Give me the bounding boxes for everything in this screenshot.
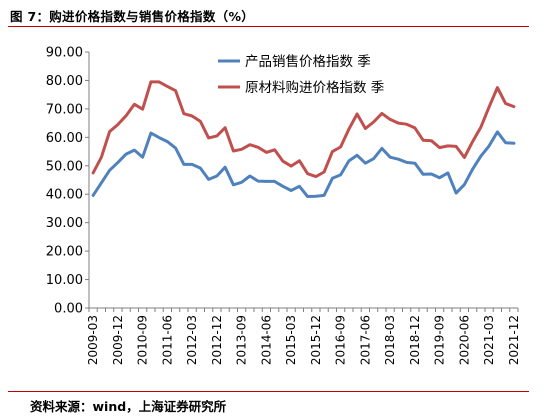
x-tick-label: 2019-09 xyxy=(433,315,447,365)
x-tick-label: 2015-03 xyxy=(284,315,298,365)
chart-series xyxy=(91,80,516,198)
title-rule xyxy=(8,26,529,27)
x-tick-label: 2012-03 xyxy=(185,315,199,365)
y-tick-label: 70.00 xyxy=(46,102,83,117)
series-line-2 xyxy=(91,80,516,179)
x-tick-label: 2021-03 xyxy=(482,315,496,365)
y-tick-label: 50.00 xyxy=(46,159,83,174)
y-tick-label: 80.00 xyxy=(46,74,83,89)
x-tick-label: 2010-09 xyxy=(136,315,150,365)
x-tick-label: 2021-12 xyxy=(507,315,521,365)
x-tick-label: 2016-09 xyxy=(334,315,348,365)
x-tick-label: 2015-12 xyxy=(309,315,323,365)
y-tick-label: 40.00 xyxy=(46,188,83,203)
x-tick-label: 2017-06 xyxy=(358,315,372,365)
x-axis-ticks: 2009-03 2009-12 2010-09 2011-06 2012-03 2012-… xyxy=(86,308,521,365)
x-tick-label: 2009-12 xyxy=(111,315,125,365)
figure-title: 图 7：购进价格指数与销售价格指数（%） xyxy=(10,9,255,24)
y-axis-ticks: 0.00 10.00 20.00 30.00 40.00 50.00 60.00 70.00 8… xyxy=(46,46,89,317)
series-line-1 xyxy=(91,130,516,198)
x-tick-label: 2018-03 xyxy=(383,315,397,365)
y-tick-label: 60.00 xyxy=(46,131,83,146)
y-tick-label: 30.00 xyxy=(46,216,83,231)
x-tick-label: 2012-12 xyxy=(210,315,224,365)
y-tick-label: 20.00 xyxy=(46,245,83,260)
x-tick-label: 2013-09 xyxy=(235,315,249,365)
y-tick-label: 0.00 xyxy=(54,302,83,317)
x-tick-label: 2011-06 xyxy=(160,315,174,365)
figure-source: 资料来源：wind，上海证券研究所 xyxy=(30,399,227,414)
y-tick-label: 90.00 xyxy=(46,46,83,61)
x-tick-label: 2009-03 xyxy=(86,315,100,365)
source-rule xyxy=(8,391,529,392)
legend-label-2: 原材料购进价格指数 季 xyxy=(245,80,384,96)
x-tick-label: 2020-06 xyxy=(457,315,471,365)
x-tick-label: 2018-12 xyxy=(408,315,422,365)
legend-label-1: 产品销售价格指数 季 xyxy=(245,54,371,70)
x-tick-label: 2014-06 xyxy=(259,315,273,365)
y-tick-label: 10.00 xyxy=(46,273,83,288)
